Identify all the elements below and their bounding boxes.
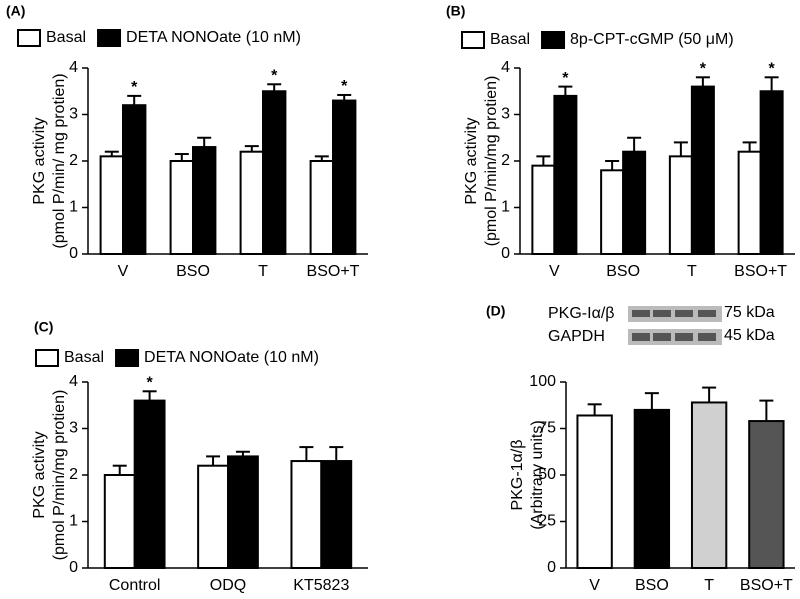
x-tick-label: BSO (635, 577, 669, 594)
y-tick-label: 75 (538, 420, 556, 437)
blot-bands (632, 310, 716, 341)
y-tick-label: 3 (501, 106, 510, 123)
legend-swatch (35, 349, 59, 367)
x-tick-label: T (258, 263, 268, 280)
y-axis-label: PKG-1α/β (509, 440, 526, 511)
significance-label: * (131, 79, 138, 96)
x-tick-label: ODQ (210, 577, 246, 594)
bar (320, 460, 353, 569)
y-axis-label: (pmol P/min/ mg protien) (51, 73, 68, 248)
legend-label: DETA NONOate (10 nM) (126, 29, 301, 46)
y-tick-label: 1 (69, 199, 78, 216)
x-tick-label: T (687, 263, 697, 280)
legend-swatch (97, 29, 122, 47)
y-axis-label: (pmol P/min/mg protien) (483, 76, 500, 247)
y-tick-label: 4 (69, 373, 78, 390)
bar (192, 146, 217, 255)
bar (531, 164, 556, 255)
y-tick-label: 1 (501, 199, 510, 216)
legend-label: Basal (490, 31, 530, 48)
bar (309, 160, 335, 255)
y-axis-label: (pmol P/min/mg protien) (51, 390, 68, 561)
bar (553, 94, 578, 256)
y-tick-label: 0 (69, 245, 78, 262)
significance-label: * (700, 61, 707, 78)
bar (668, 155, 693, 256)
bar (759, 90, 784, 255)
bar (290, 460, 323, 569)
significance-label: * (562, 70, 569, 87)
significance-label: * (271, 67, 278, 84)
significance-label: * (146, 375, 153, 392)
bar (227, 455, 259, 569)
y-tick-label: 100 (529, 373, 556, 390)
bar (197, 464, 229, 570)
y-tick-label: 25 (538, 513, 556, 530)
bar (103, 474, 136, 569)
bar (99, 155, 124, 256)
x-tick-label: BSO (176, 263, 210, 280)
blot-size-label: 75 kDa (724, 304, 775, 321)
y-axis-label: PKG activity (31, 431, 48, 518)
blot-protein-label: GAPDH (548, 328, 605, 345)
bar (748, 420, 785, 569)
y-tick-label: 2 (501, 152, 510, 169)
bar (262, 90, 287, 255)
y-tick-label: 0 (501, 245, 510, 262)
blot-size-label: 45 kDa (724, 327, 775, 344)
panel-label: (B) (446, 3, 465, 19)
x-tick-label: KT5823 (293, 577, 349, 594)
y-axis-label: PKG activity (463, 117, 480, 204)
bar (622, 150, 647, 255)
x-tick-label: BSO+T (740, 577, 793, 594)
x-tick-label: Control (109, 577, 161, 594)
y-tick-label: 3 (69, 420, 78, 437)
y-tick-label: 50 (538, 466, 556, 483)
bar (690, 401, 728, 569)
y-tick-label: 2 (69, 152, 78, 169)
y-tick-label: 0 (547, 559, 556, 576)
bar (576, 414, 613, 570)
y-tick-label: 1 (69, 513, 78, 530)
x-tick-label: V (118, 263, 129, 280)
legend-swatch (115, 349, 140, 367)
panel-label: (D) (486, 303, 505, 319)
bar (690, 85, 715, 255)
x-tick-label: BSO (606, 263, 640, 280)
legend-swatch (541, 31, 566, 49)
y-axis-label: (Arbitrary units) (529, 420, 546, 529)
y-tick-label: 2 (69, 466, 78, 483)
x-tick-label: V (589, 577, 600, 594)
bar (737, 150, 762, 255)
y-axis-label: PKG activity (31, 117, 48, 204)
significance-label: * (341, 78, 348, 95)
x-tick-label: V (549, 263, 560, 280)
bar (133, 399, 166, 569)
y-tick-label: 0 (69, 559, 78, 576)
bar (332, 99, 357, 255)
blot-protein-label: PKG-Iα/β (548, 305, 614, 322)
y-tick-label: 4 (501, 59, 510, 76)
x-tick-label: BSO+T (307, 263, 360, 280)
bar (122, 104, 147, 255)
bar (600, 169, 625, 255)
y-tick-label: 3 (69, 106, 78, 123)
legend-label: 8p-CPT-cGMP (50 μM) (570, 31, 734, 48)
legend-label: Basal (46, 29, 86, 46)
y-tick-label: 4 (69, 59, 78, 76)
significance-label: * (769, 61, 776, 78)
bar (239, 150, 265, 255)
panel-label: (A) (6, 3, 25, 19)
legend-label: DETA NONOate (10 nM) (144, 349, 319, 366)
legend-swatch (17, 29, 41, 47)
legend-label: Basal (64, 349, 104, 366)
panel-label: (C) (34, 319, 53, 335)
legend-swatch (461, 31, 485, 49)
bar (169, 160, 195, 255)
x-tick-label: BSO+T (734, 263, 787, 280)
x-tick-label: T (704, 577, 714, 594)
bar (633, 408, 671, 569)
